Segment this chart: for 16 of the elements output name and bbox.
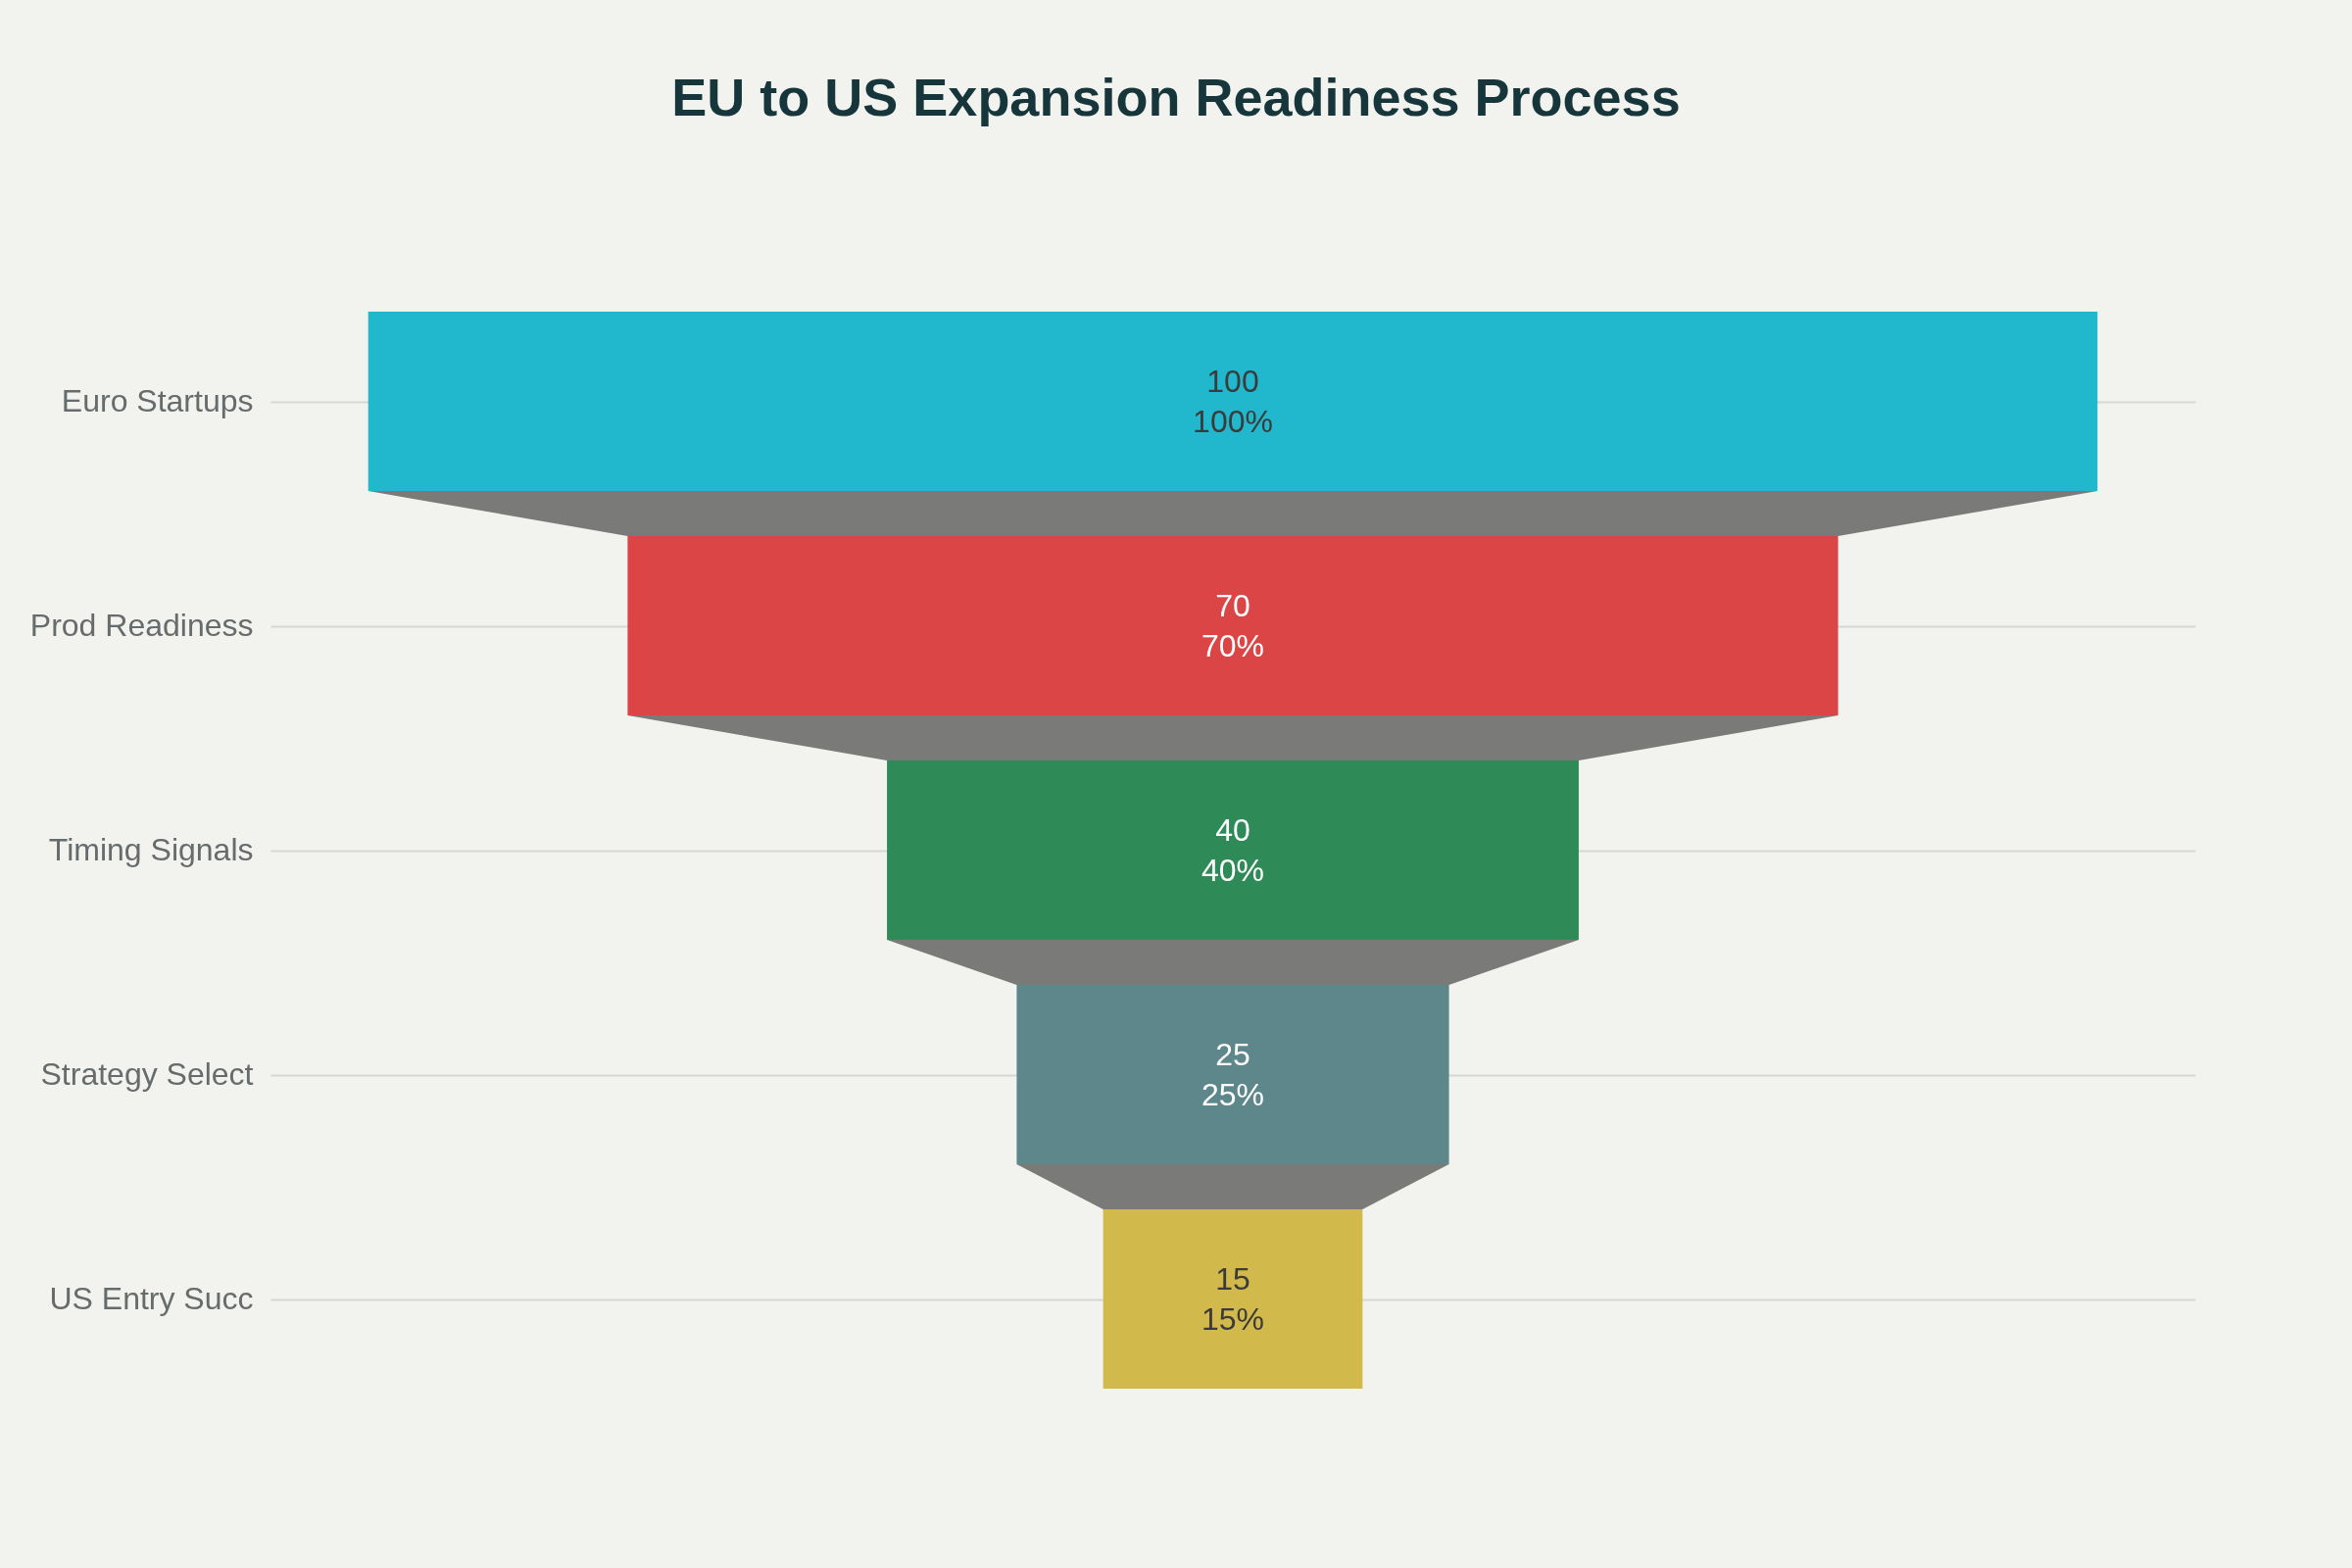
text: EU to US Expansion Readiness Process	[671, 68, 1681, 126]
category-label: Strategy Select	[40, 1056, 254, 1092]
data-label: 70	[1215, 587, 1250, 623]
category-label: Timing Signals	[48, 832, 254, 867]
text: 70%	[1200, 627, 1265, 663]
text: 40%	[1200, 852, 1265, 888]
data-label: 100	[1206, 363, 1259, 399]
text: 15%	[1200, 1300, 1265, 1337]
category-label: US Entry Succ	[49, 1281, 254, 1316]
data-label: 40	[1215, 811, 1250, 848]
data-label: 25	[1215, 1036, 1250, 1072]
text: 25%	[1200, 1076, 1265, 1112]
data-label: 15	[1215, 1260, 1250, 1297]
text: 100%	[1193, 403, 1273, 439]
category-label: Prod Readiness	[29, 608, 254, 643]
category-label: Euro Startups	[61, 383, 254, 418]
